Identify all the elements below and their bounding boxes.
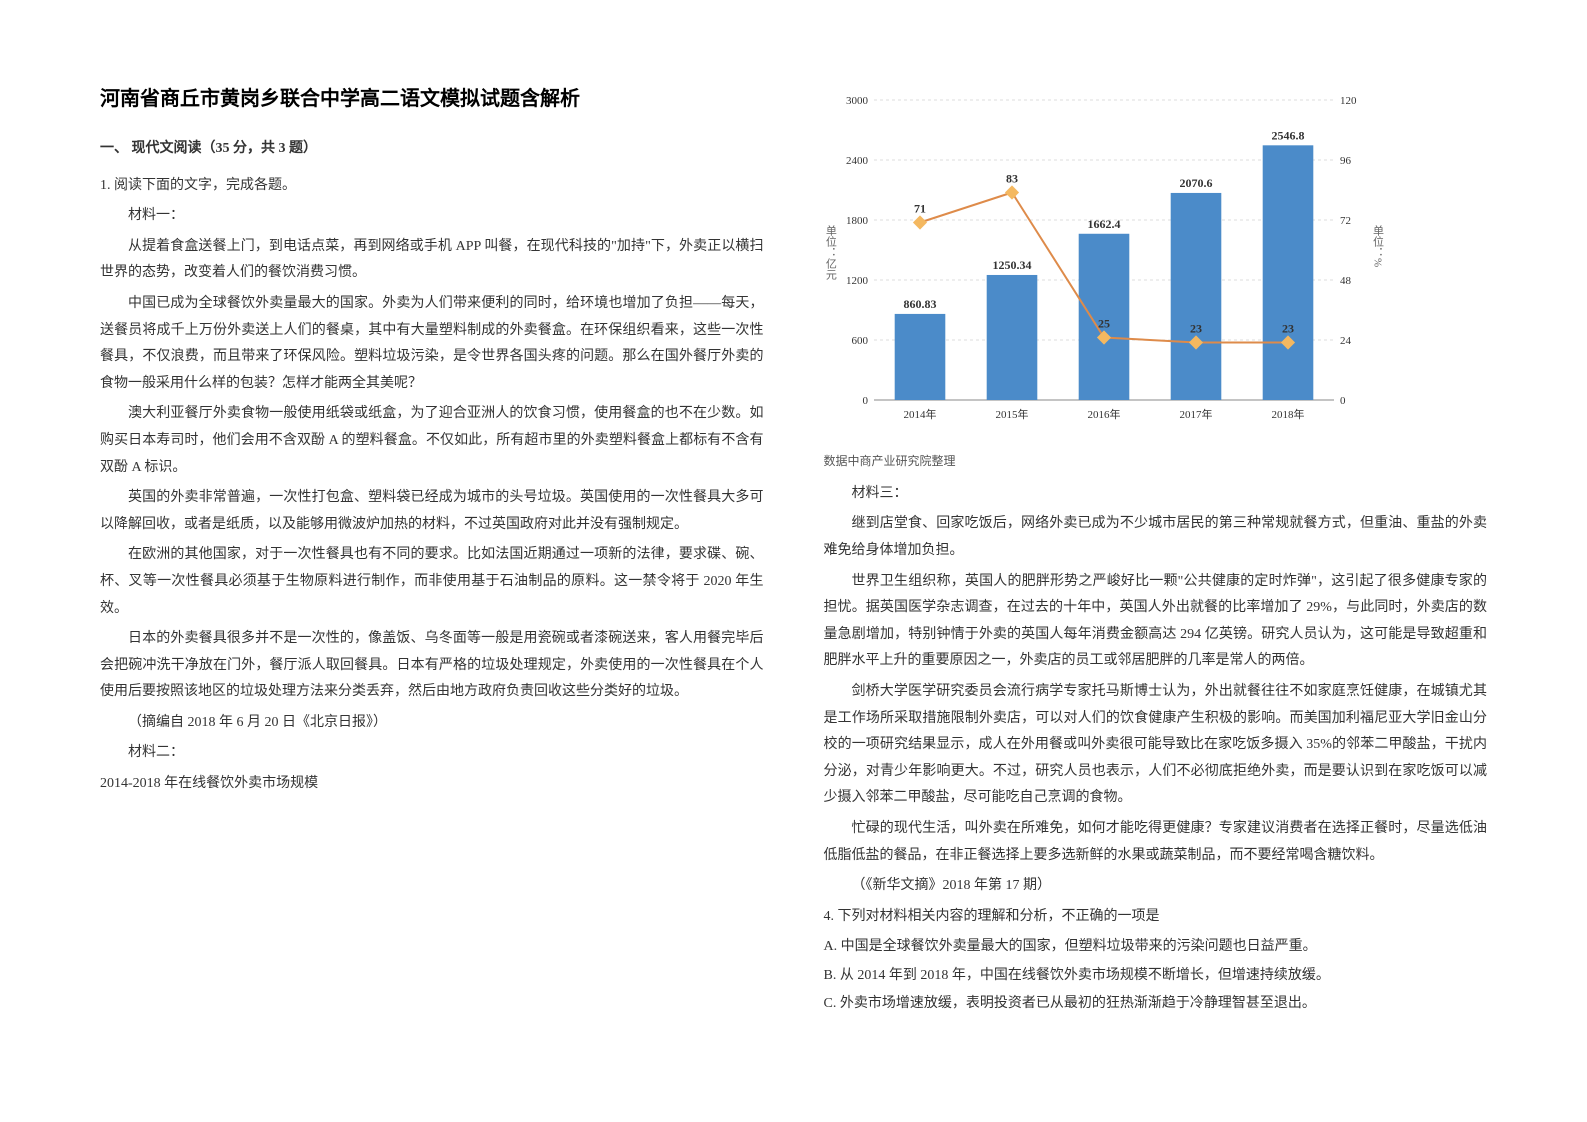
svg-text:2018年: 2018年	[1271, 407, 1304, 421]
svg-text:3000: 3000	[846, 95, 869, 107]
svg-text:24: 24	[1340, 335, 1352, 347]
question-4-stem: 4. 下列对材料相关内容的理解和分析，不正确的一项是	[824, 904, 1488, 931]
svg-text:71: 71	[914, 202, 926, 216]
svg-text:1250.34: 1250.34	[992, 258, 1031, 272]
svg-text:600: 600	[851, 335, 868, 347]
material-3-p1: 继到店堂食、回家吃饭后，网络外卖已成为不少城市居民的第三种常规就餐方式，但重油、…	[824, 511, 1488, 564]
svg-text:72: 72	[1340, 215, 1351, 227]
material-3-p4: 忙碌的现代生活，叫外卖在所难免，如何才能吃得更健康？专家建议消费者在选择正餐时，…	[824, 816, 1488, 869]
svg-text:25: 25	[1098, 317, 1110, 331]
svg-text:2014年: 2014年	[903, 407, 936, 421]
question-4-option-b: B. 从 2014 年到 2018 年，中国在线餐饮外卖市场规模不断增长，但增速…	[824, 963, 1488, 990]
svg-text:23: 23	[1282, 322, 1294, 336]
document-page: 河南省商丘市黄岗乡联合中学高二语文模拟试题含解析 一、 现代文阅读（35 分，共…	[0, 0, 1587, 1060]
svg-text:1800: 1800	[846, 215, 869, 227]
svg-text:96: 96	[1340, 155, 1352, 167]
material-1-p6: 日本的外卖餐具很多并不是一次性的，像盖饭、乌冬面等一般是用瓷碗或者漆碗送来，客人…	[100, 626, 764, 706]
doc-title: 河南省商丘市黄岗乡联合中学高二语文模拟试题含解析	[100, 80, 764, 118]
material-1-p1: 从提着食盒送餐上门，到电话点菜，再到网络或手机 APP 叫餐，在现代科技的"加持…	[100, 234, 764, 287]
material-2-label: 材料二：	[100, 740, 764, 767]
material-1-p2: 中国已成为全球餐饮外卖量最大的国家。外卖为人们带来便利的同时，给环境也增加了负担…	[100, 291, 764, 397]
svg-text:2546.8: 2546.8	[1271, 128, 1304, 142]
svg-text:23: 23	[1190, 322, 1202, 336]
chart-svg: 0 600 1200 1800 2400 3000 0 24 48 72 96 120 860.83 20…	[824, 80, 1384, 440]
svg-text:48: 48	[1340, 275, 1352, 287]
svg-text:2400: 2400	[846, 155, 869, 167]
svg-text:120: 120	[1340, 95, 1357, 107]
section-1-heading: 一、 现代文阅读（35 分，共 3 题）	[100, 136, 764, 163]
material-3-label: 材料三：	[824, 481, 1488, 508]
question-4-option-c: C. 外卖市场增速放缓，表明投资者已从最初的狂热渐渐趋于冷静理智甚至退出。	[824, 991, 1488, 1018]
material-1-source: （摘编自 2018 年 6 月 20 日《北京日报》）	[100, 710, 764, 737]
svg-text:860.83: 860.83	[903, 297, 936, 311]
question-1-lead: 1. 阅读下面的文字，完成各题。	[100, 173, 764, 200]
svg-text:2015年: 2015年	[995, 407, 1028, 421]
chart-data-source: 数据中商产业研究院整理	[824, 450, 1488, 473]
material-3-p2: 世界卫生组织称，英国人的肥胖形势之严峻好比一颗"公共健康的定时炸弹"，这引起了很…	[824, 569, 1488, 675]
material-1-p3: 澳大利亚餐厅外卖食物一般使用纸袋或纸盒，为了迎合亚洲人的饮食习惯，使用餐盒的也不…	[100, 401, 764, 481]
material-1-p4: 英国的外卖非常普遍，一次性打包盒、塑料袋已经成为城市的头号垃圾。英国使用的一次性…	[100, 485, 764, 538]
material-3-p3: 剑桥大学医学研究委员会流行病学专家托马斯博士认为，外出就餐往往不如家庭烹饪健康，…	[824, 679, 1488, 812]
material-1-p5: 在欧洲的其他国家，对于一次性餐具也有不同的要求。比如法国近期通过一项新的法律，要…	[100, 542, 764, 622]
svg-text:1662.4: 1662.4	[1087, 217, 1120, 231]
material-2-caption: 2014-2018 年在线餐饮外卖市场规模	[100, 771, 764, 798]
svg-text:83: 83	[1006, 172, 1018, 186]
material-1-label: 材料一：	[100, 203, 764, 230]
y-left-axis-label: 单位：亿元	[820, 225, 841, 280]
bar-line-chart: 单位：亿元 单位：% 06001200180024003000024487296…	[824, 80, 1384, 440]
y-right-axis-label: 单位：%	[1367, 225, 1388, 267]
left-column: 河南省商丘市黄岗乡联合中学高二语文模拟试题含解析 一、 现代文阅读（35 分，共…	[100, 80, 764, 1020]
svg-text:0: 0	[1340, 395, 1346, 407]
svg-text:0: 0	[862, 395, 868, 407]
svg-text:2016年: 2016年	[1087, 407, 1120, 421]
svg-text:2070.6: 2070.6	[1179, 176, 1212, 190]
svg-text:1200: 1200	[846, 275, 869, 287]
material-3-source: （《新华文摘》2018 年第 17 期）	[824, 873, 1488, 900]
svg-text:2017年: 2017年	[1179, 407, 1212, 421]
question-4-option-a: A. 中国是全球餐饮外卖量最大的国家，但塑料垃圾带来的污染问题也日益严重。	[824, 934, 1488, 961]
right-column: 单位：亿元 单位：% 06001200180024003000024487296…	[824, 80, 1488, 1020]
